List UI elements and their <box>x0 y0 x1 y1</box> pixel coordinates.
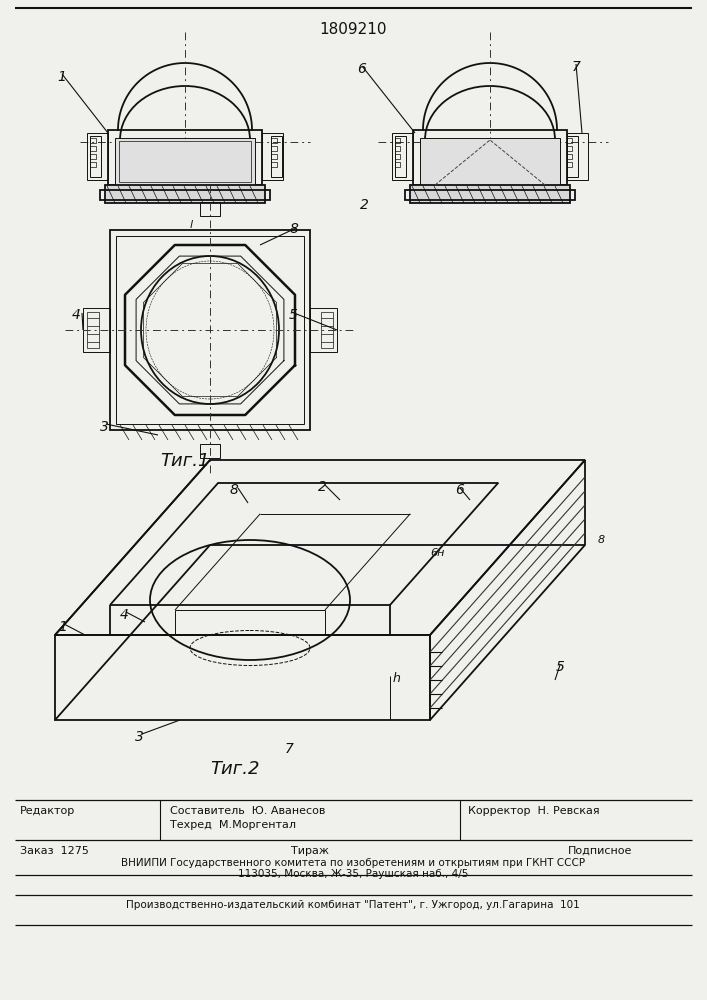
Bar <box>395 146 400 151</box>
Bar <box>395 162 400 167</box>
Bar <box>567 146 572 151</box>
Bar <box>108 130 262 185</box>
Text: 6: 6 <box>357 62 366 76</box>
Text: Редактор: Редактор <box>20 806 75 816</box>
Text: l: l <box>190 220 193 230</box>
Bar <box>567 138 572 143</box>
Bar <box>271 154 277 159</box>
Text: 3: 3 <box>100 420 109 434</box>
Bar <box>116 236 304 424</box>
Bar <box>100 190 270 200</box>
Text: ВНИИПИ Государственного комитета по изобретениям и открытиям при ГКНТ СССР: ВНИИПИ Государственного комитета по изоб… <box>121 858 585 868</box>
Bar <box>87 133 108 180</box>
Bar <box>271 162 277 167</box>
Text: Корректор  Н. Ревская: Корректор Н. Ревская <box>468 806 600 816</box>
Bar <box>405 190 575 200</box>
Bar <box>395 138 400 143</box>
Text: 7: 7 <box>572 60 581 74</box>
Bar <box>90 146 96 151</box>
Bar <box>105 185 265 203</box>
Bar <box>567 154 572 159</box>
Bar <box>310 308 337 352</box>
Bar <box>321 312 333 348</box>
Bar <box>567 162 572 167</box>
Bar <box>271 136 282 177</box>
Bar <box>90 154 96 159</box>
Bar <box>392 133 413 180</box>
Text: Производственно-издательский комбинат "Патент", г. Ужгород, ул.Гагарина  101: Производственно-издательский комбинат "П… <box>126 900 580 910</box>
Bar <box>83 308 110 352</box>
Text: 1: 1 <box>58 620 67 634</box>
Text: 6: 6 <box>455 483 464 497</box>
Text: 8: 8 <box>598 535 605 545</box>
Bar <box>395 154 400 159</box>
Text: 5: 5 <box>556 660 565 674</box>
Text: 4: 4 <box>120 608 129 622</box>
Text: 8: 8 <box>290 222 299 236</box>
Text: 1: 1 <box>57 70 66 84</box>
Bar <box>271 138 277 143</box>
Text: Техред  М.Моргентал: Техред М.Моргентал <box>170 820 296 830</box>
Bar <box>567 136 578 177</box>
Text: 5: 5 <box>289 308 298 322</box>
Bar <box>200 202 220 216</box>
Text: 6н: 6н <box>430 548 445 558</box>
Bar <box>262 133 283 180</box>
Text: 113035, Москва, Ж-35, Раушская наб., 4/5: 113035, Москва, Ж-35, Раушская наб., 4/5 <box>238 869 468 879</box>
Text: Заказ  1275: Заказ 1275 <box>20 846 89 856</box>
Bar <box>119 141 251 182</box>
Bar <box>87 312 99 348</box>
Bar <box>110 230 310 430</box>
Bar <box>115 138 255 185</box>
Text: Τиг.2: Τиг.2 <box>210 760 259 778</box>
Text: Τиг.1: Τиг.1 <box>160 452 210 470</box>
Bar <box>420 138 560 185</box>
Text: Тираж: Тираж <box>291 846 329 856</box>
Bar <box>90 162 96 167</box>
Text: 2: 2 <box>360 198 369 212</box>
Text: Составитель  Ю. Аванесов: Составитель Ю. Аванесов <box>170 806 325 816</box>
Bar <box>271 146 277 151</box>
Text: Подписное: Подписное <box>568 846 632 856</box>
Text: 8: 8 <box>230 483 239 497</box>
Bar <box>90 136 101 177</box>
Bar <box>567 133 588 180</box>
Bar <box>413 130 567 185</box>
Text: 3: 3 <box>135 730 144 744</box>
Bar <box>395 136 406 177</box>
Text: 2: 2 <box>318 480 327 494</box>
Bar <box>90 138 96 143</box>
Text: 7: 7 <box>285 742 294 756</box>
Bar <box>410 185 570 203</box>
Text: h: h <box>393 672 401 685</box>
Text: 1809210: 1809210 <box>320 22 387 37</box>
Bar <box>200 444 220 458</box>
Text: 4: 4 <box>72 308 81 322</box>
